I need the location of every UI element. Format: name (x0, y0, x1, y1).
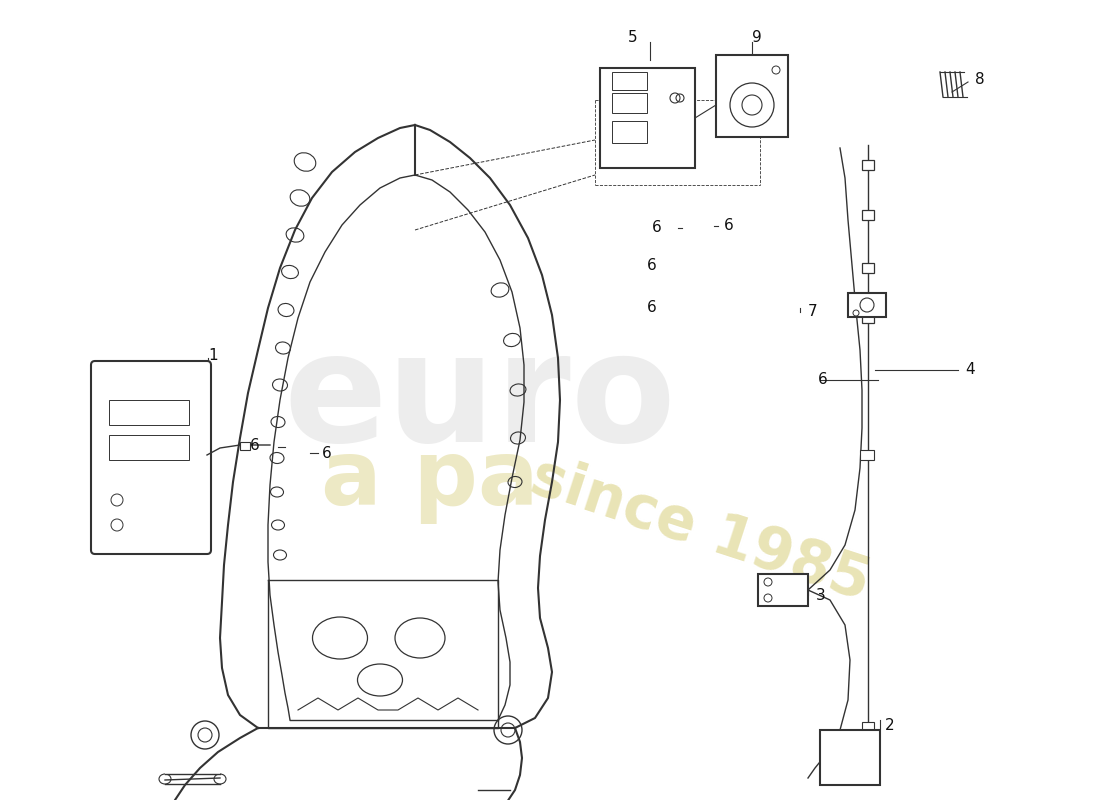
Text: 5: 5 (628, 30, 638, 46)
Text: 3: 3 (816, 587, 826, 602)
Bar (862, 313, 874, 323)
Text: 9: 9 (752, 30, 761, 46)
Bar (830, 758, 844, 768)
Text: 6: 6 (251, 438, 260, 453)
Bar (165, 764, 220, 774)
Text: 6: 6 (322, 446, 332, 461)
Bar (820, 730, 880, 785)
Bar (862, 722, 874, 740)
Bar (862, 210, 874, 220)
Text: 6: 6 (724, 218, 734, 234)
Text: 6: 6 (818, 373, 827, 387)
Bar (758, 574, 808, 606)
Bar (612, 93, 647, 113)
Bar (862, 263, 874, 273)
Bar (848, 293, 886, 317)
Bar (109, 400, 189, 425)
Text: 4: 4 (965, 362, 975, 378)
Bar (109, 435, 189, 460)
Text: 6: 6 (652, 221, 662, 235)
Text: 2: 2 (886, 718, 894, 733)
FancyBboxPatch shape (91, 361, 211, 554)
Text: 1: 1 (208, 347, 218, 362)
Text: 6: 6 (647, 301, 657, 315)
Text: 6: 6 (647, 258, 657, 273)
Text: 8: 8 (975, 73, 984, 87)
Bar (240, 442, 250, 450)
Bar (612, 72, 647, 90)
Text: a pa: a pa (321, 436, 539, 524)
Bar (612, 121, 647, 143)
Bar (716, 55, 788, 137)
Text: 7: 7 (808, 305, 817, 319)
Text: euro: euro (284, 326, 676, 474)
Bar (860, 450, 875, 460)
Text: since 1985: since 1985 (524, 448, 877, 612)
Bar (862, 160, 874, 170)
Bar (600, 68, 695, 168)
